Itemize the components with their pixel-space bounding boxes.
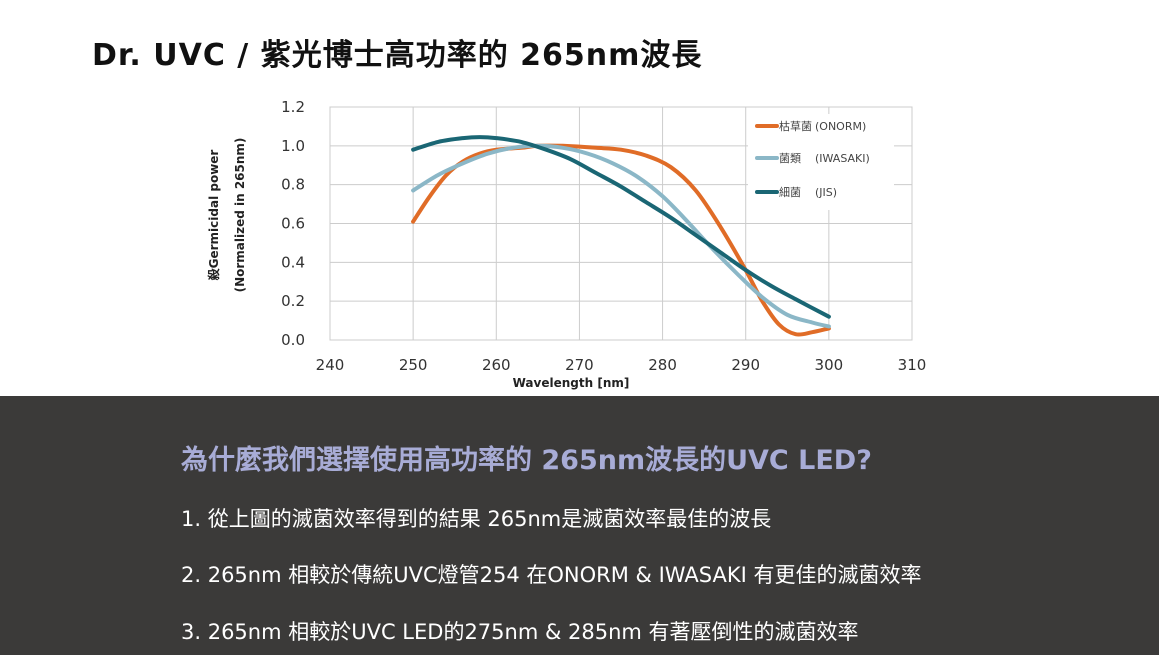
legend-source: (ONORM) — [815, 120, 866, 133]
legend-label: 菌類 — [779, 152, 801, 165]
x-tick-label: 310 — [898, 356, 927, 374]
germicidal-chart: 0.0 0.2 0.4 0.6 0.8 1.0 1.2 240 250 260 270 280 290 3… — [206, 98, 927, 390]
legend-source: (IWASAKI) — [815, 152, 870, 165]
series-line-3 — [411, 135, 831, 319]
x-axis-label: Wavelength [nm] — [513, 376, 630, 390]
y-axis-label: 殺Germicidal power — [206, 150, 221, 282]
bottom-panel — [0, 396, 1159, 655]
x-tick-label: 270 — [565, 356, 594, 374]
x-tick-label: 250 — [399, 356, 428, 374]
series-line-1 — [411, 143, 831, 337]
legend-label: 細菌 — [779, 186, 801, 199]
y-tick-label: 0.6 — [281, 215, 305, 233]
y-tick-label: 0.2 — [281, 292, 305, 310]
x-tick-label: 280 — [648, 356, 677, 374]
page-title: Dr. UVC / 紫光博士高功率的 265nm波長 — [92, 38, 703, 73]
y-tick-label: 0.0 — [281, 331, 305, 349]
x-tick-label: 300 — [815, 356, 844, 374]
question-heading: 為什麼我們選擇使用高功率的 265nm波長的UVC LED? — [181, 445, 872, 476]
legend-source: (JIS) — [815, 186, 837, 199]
y-tick-label: 0.8 — [281, 176, 305, 194]
x-tick-label: 240 — [316, 356, 345, 374]
series-line-2 — [411, 143, 831, 329]
legend-label: 枯草菌 — [779, 119, 812, 133]
point-1: 1. 從上圖的滅菌效率得到的結果 265nm是滅菌效率最佳的波長 — [181, 507, 772, 531]
y-axis-label-sub: (Normalized in 265nm) — [233, 138, 247, 293]
x-tick-label: 290 — [731, 356, 760, 374]
point-3: 3. 265nm 相較於UVC LED的275nm & 285nm 有著壓倒性的… — [181, 620, 859, 644]
y-tick-label: 1.0 — [281, 137, 305, 155]
y-tick-label: 1.2 — [281, 98, 305, 116]
y-tick-label: 0.4 — [281, 253, 305, 271]
point-2: 2. 265nm 相較於傳統UVC燈管254 在ONORM & IWASAKI … — [181, 563, 922, 587]
x-tick-label: 260 — [482, 356, 511, 374]
